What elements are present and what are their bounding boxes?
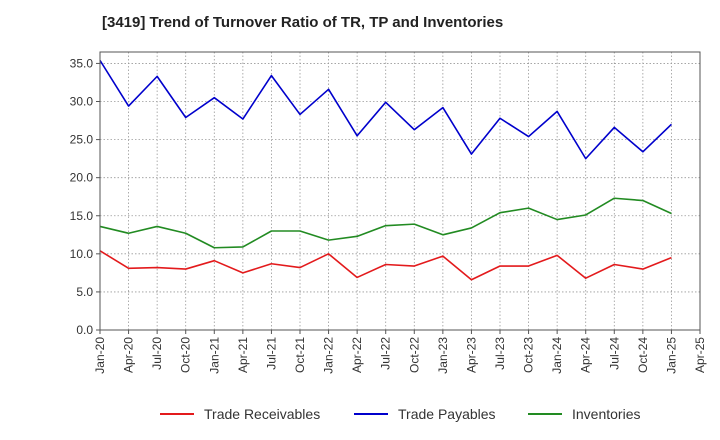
legend-label: Trade Receivables <box>204 406 320 422</box>
x-tick-label: Oct-22 <box>407 337 421 373</box>
x-tick-label: Jan-24 <box>550 337 564 374</box>
legend: Trade Receivables Trade Payables Inventori… <box>160 406 640 422</box>
x-tick-label: Apr-24 <box>579 337 593 373</box>
plot-area-frame <box>99 51 701 331</box>
y-tick-label: 0.0 <box>76 323 93 337</box>
series-line-trade-payables <box>99 59 672 160</box>
x-tick-label: Jul-22 <box>379 337 393 370</box>
x-tick-label: Jul-24 <box>607 337 621 370</box>
y-tick-label: 10.0 <box>70 247 94 261</box>
y-tick-label: 30.0 <box>70 95 94 109</box>
legend-label: Inventories <box>572 406 640 422</box>
x-tick-label: Oct-24 <box>636 337 650 373</box>
series-line-inventories <box>99 197 672 249</box>
y-axis-ticks: 0.0 5.0 10.0 15.0 20.0 25.0 30.0 35.0 <box>70 56 100 337</box>
series-lines <box>99 59 672 281</box>
x-tick-label: Jan-25 <box>664 337 678 374</box>
legend-label: Trade Payables <box>398 406 496 422</box>
x-tick-label: Oct-21 <box>293 337 307 373</box>
x-tick-label: Oct-20 <box>179 337 193 373</box>
x-tick-label: Jan-23 <box>436 337 450 374</box>
x-tick-label: Apr-20 <box>122 337 136 373</box>
y-tick-label: 25.0 <box>70 133 94 147</box>
x-tick-label: Jan-20 <box>93 337 107 374</box>
grid-lines <box>99 52 701 331</box>
x-tick-label: Apr-25 <box>693 337 707 373</box>
x-tick-label: Oct-23 <box>522 337 536 373</box>
y-tick-label: 20.0 <box>70 171 94 185</box>
y-tick-label: 5.0 <box>76 285 93 299</box>
x-tick-label: Jan-21 <box>207 337 221 374</box>
y-tick-label: 35.0 <box>70 56 94 70</box>
x-tick-label: Apr-22 <box>350 337 364 373</box>
y-tick-label: 15.0 <box>70 209 94 223</box>
x-tick-label: Jul-21 <box>264 337 278 370</box>
x-tick-label: Jul-23 <box>493 337 507 370</box>
x-tick-label: Apr-23 <box>464 337 478 373</box>
x-tick-label: Apr-21 <box>236 337 250 373</box>
series-line-trade-receivables <box>99 250 672 281</box>
x-tick-label: Jul-20 <box>150 337 164 370</box>
chart-title: [3419] Trend of Turnover Ratio of TR, TP… <box>102 14 504 31</box>
x-axis-ticks: Jan-20 Apr-20 Jul-20 Oct-20 Jan-21 Apr-21 Jul-… <box>93 330 707 374</box>
x-tick-label: Jan-22 <box>322 337 336 374</box>
